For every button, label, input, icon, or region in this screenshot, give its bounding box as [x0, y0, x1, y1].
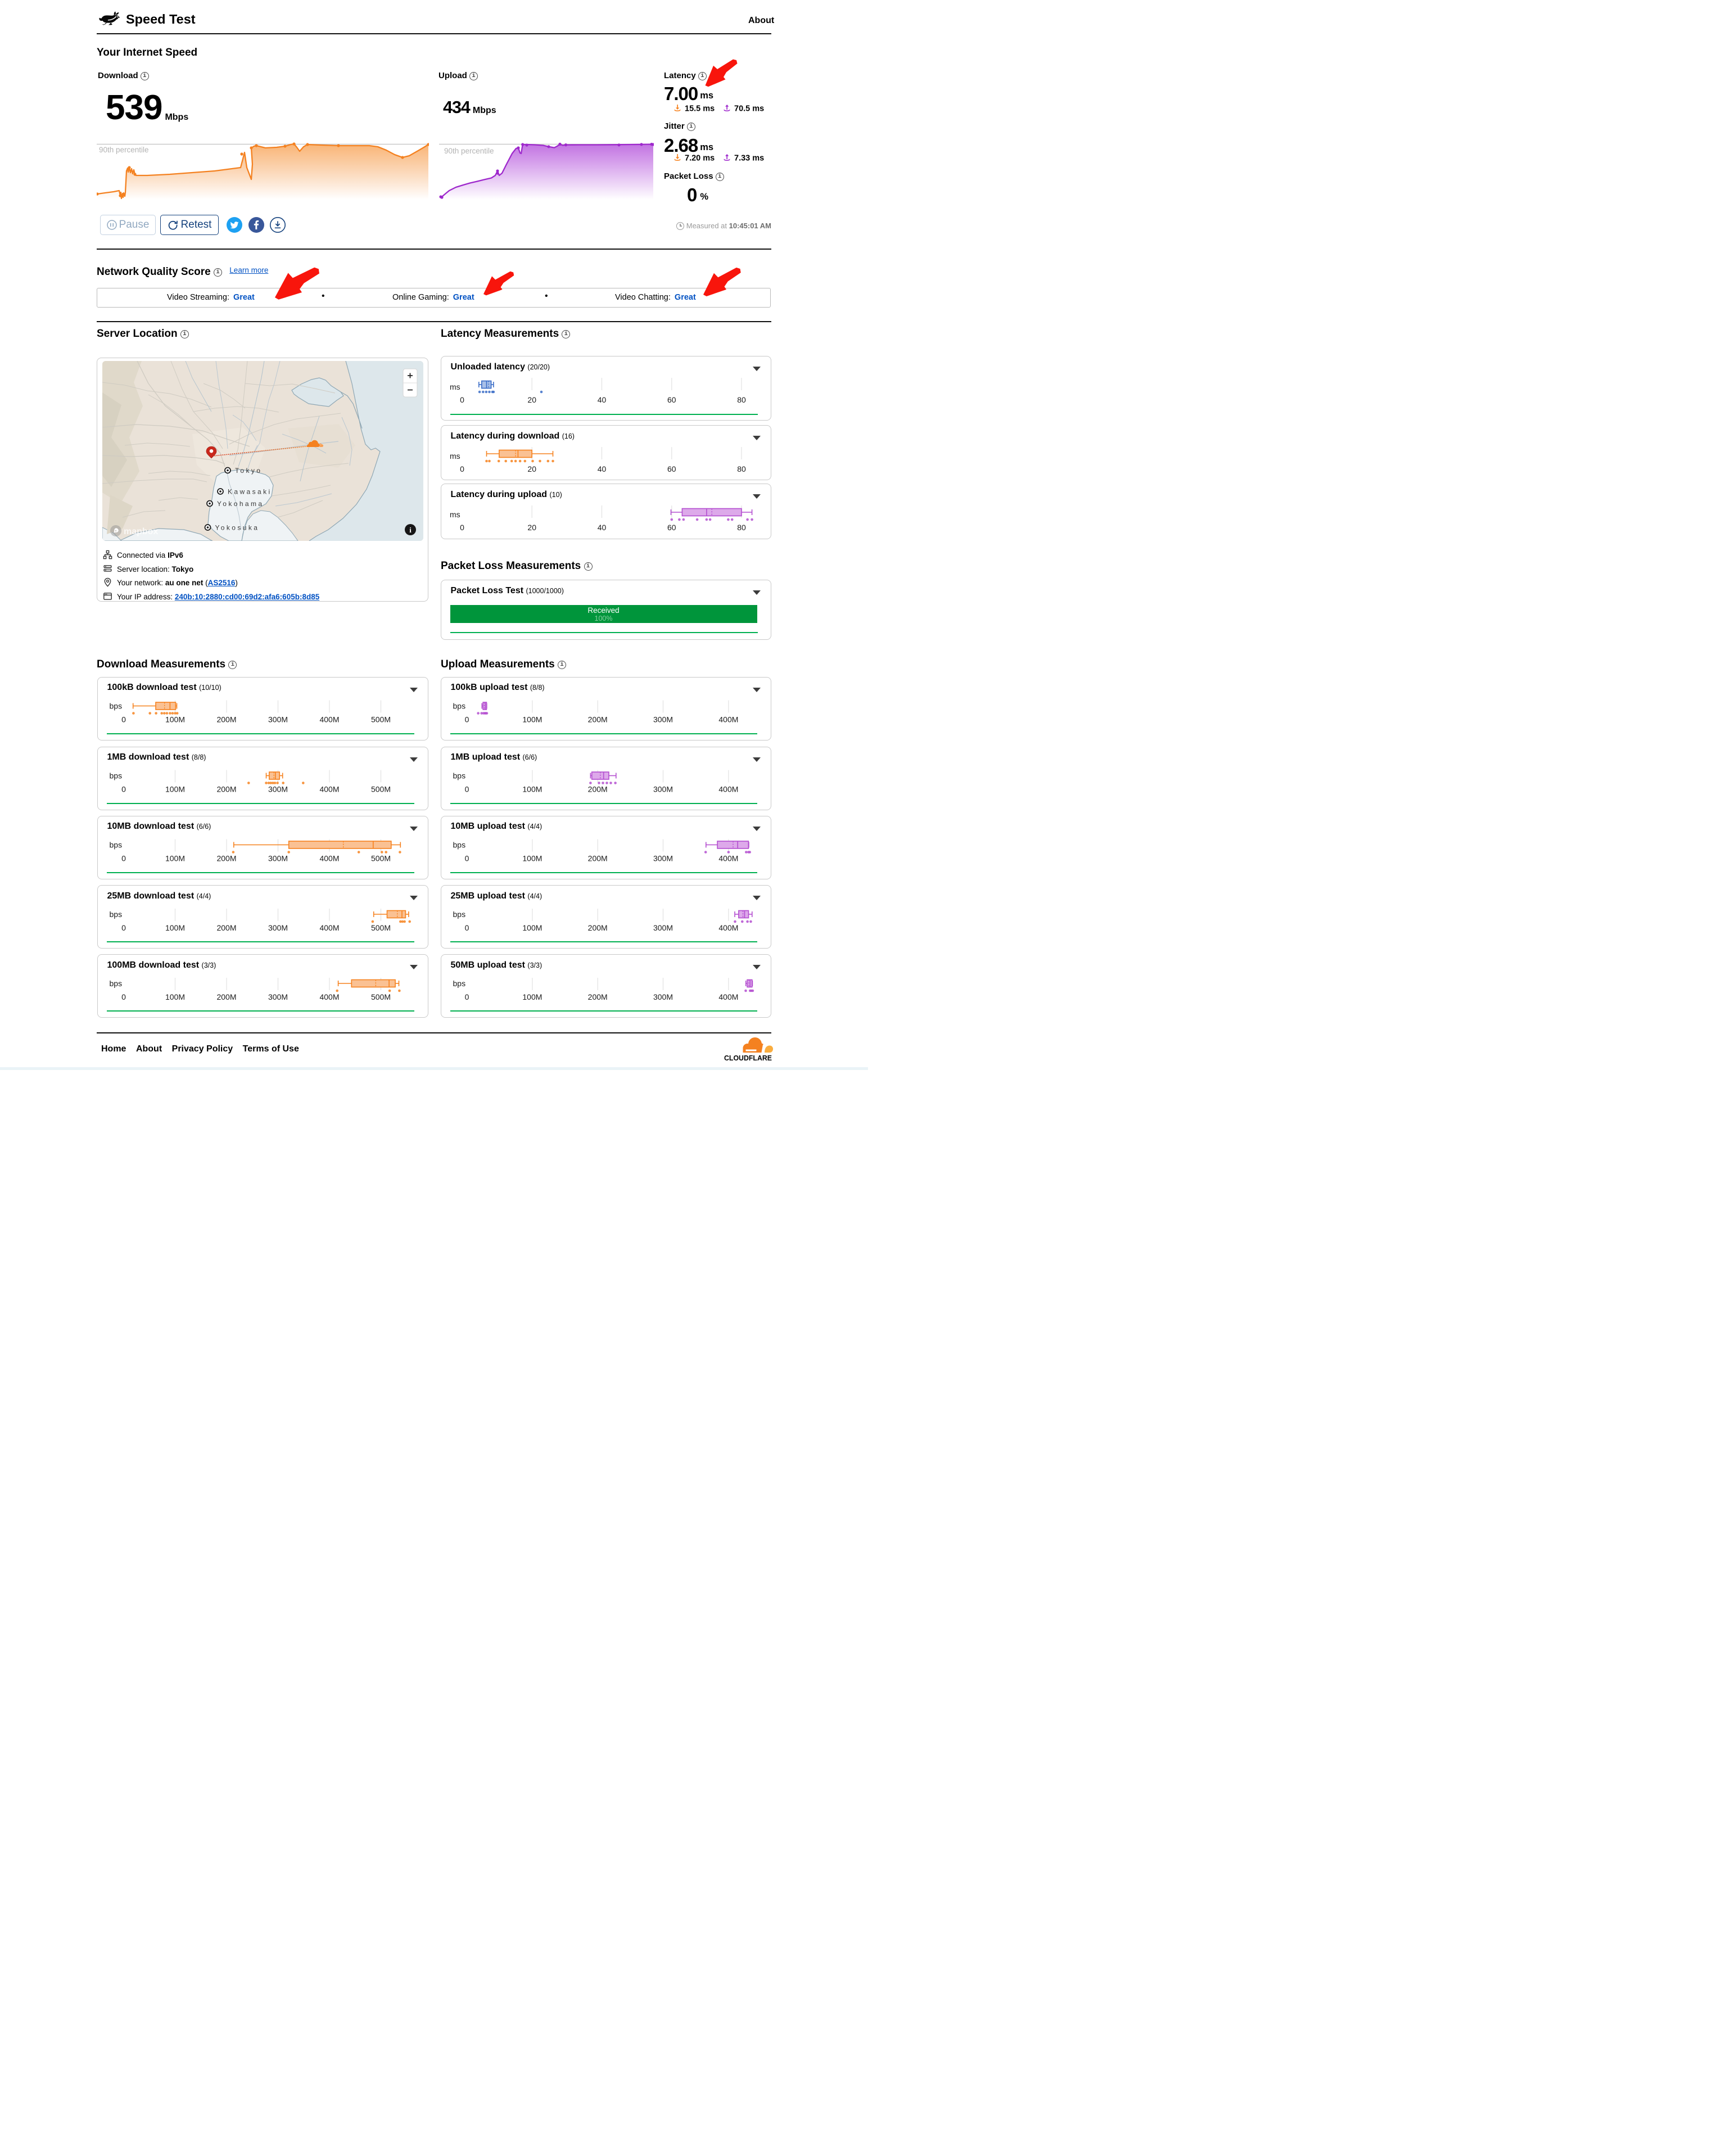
svg-text:80: 80 [737, 464, 746, 473]
svg-text:300M: 300M [653, 785, 673, 794]
svg-text:100M: 100M [522, 854, 542, 863]
svg-text:40: 40 [598, 395, 607, 404]
svg-text:Kawasaki: Kawasaki [228, 488, 272, 496]
svg-text:60: 60 [667, 523, 676, 532]
svg-text:500M: 500M [371, 923, 391, 932]
svg-text:90th percentile: 90th percentile [444, 147, 494, 155]
svg-text:bps: bps [453, 841, 466, 850]
svg-text:bps: bps [110, 841, 123, 850]
svg-text:400M: 400M [718, 715, 738, 724]
svg-text:300M: 300M [653, 854, 673, 863]
svg-text:300M: 300M [268, 785, 288, 794]
svg-text:200M: 200M [216, 715, 236, 724]
svg-text:500M: 500M [371, 854, 391, 863]
svg-text:400M: 400M [319, 992, 339, 1001]
svg-text:0: 0 [460, 464, 464, 473]
svg-text:80: 80 [737, 395, 746, 404]
svg-text:400M: 400M [718, 854, 738, 863]
svg-text:0: 0 [460, 395, 464, 404]
svg-text:bps: bps [453, 979, 466, 988]
svg-text:Tokyo: Tokyo [235, 467, 262, 475]
svg-text:100M: 100M [522, 923, 542, 932]
svg-text:60: 60 [667, 464, 676, 473]
svg-text:bps: bps [110, 910, 123, 919]
svg-text:400M: 400M [718, 923, 738, 932]
svg-text:0: 0 [465, 923, 469, 932]
svg-text:mapbox: mapbox [124, 527, 158, 536]
svg-text:300M: 300M [268, 923, 288, 932]
svg-text:bps: bps [110, 702, 123, 711]
svg-text:200M: 200M [216, 992, 236, 1001]
svg-text:400M: 400M [319, 715, 339, 724]
svg-text:200M: 200M [216, 785, 236, 794]
svg-text:40: 40 [598, 523, 607, 532]
svg-text:90th percentile: 90th percentile [99, 146, 149, 154]
svg-text:100M: 100M [165, 785, 185, 794]
svg-text:300M: 300M [653, 992, 673, 1001]
svg-text:0: 0 [121, 715, 126, 724]
svg-text:200M: 200M [216, 923, 236, 932]
svg-text:200M: 200M [216, 854, 236, 863]
svg-text:100M: 100M [165, 854, 185, 863]
svg-text:300M: 300M [653, 715, 673, 724]
svg-text:200M: 200M [588, 854, 608, 863]
svg-text:100M: 100M [522, 785, 542, 794]
svg-text:400M: 400M [718, 785, 738, 794]
svg-text:300M: 300M [653, 923, 673, 932]
svg-text:0: 0 [465, 785, 469, 794]
svg-text:100M: 100M [522, 715, 542, 724]
svg-text:bps: bps [110, 771, 123, 780]
svg-text:100M: 100M [165, 715, 185, 724]
svg-text:ms: ms [450, 382, 460, 391]
svg-text:0: 0 [460, 523, 464, 532]
svg-text:0: 0 [465, 992, 469, 1001]
svg-text:200M: 200M [588, 992, 608, 1001]
svg-text:200M: 200M [588, 785, 608, 794]
svg-text:300M: 300M [268, 715, 288, 724]
svg-text:100M: 100M [522, 992, 542, 1001]
svg-text:40: 40 [598, 464, 607, 473]
svg-text:400M: 400M [718, 992, 738, 1001]
svg-text:Yokohama: Yokohama [217, 500, 264, 508]
svg-text:0: 0 [465, 854, 469, 863]
svg-text:ms: ms [450, 510, 460, 519]
svg-text:400M: 400M [319, 923, 339, 932]
svg-text:bps: bps [453, 702, 466, 711]
svg-text:300M: 300M [268, 854, 288, 863]
svg-text:60: 60 [667, 395, 676, 404]
svg-text:20: 20 [527, 464, 536, 473]
svg-text:bps: bps [453, 910, 466, 919]
svg-text:500M: 500M [371, 715, 391, 724]
svg-text:500M: 500M [371, 785, 391, 794]
svg-text:0: 0 [465, 715, 469, 724]
svg-text:100M: 100M [165, 992, 185, 1001]
svg-text:ms: ms [450, 452, 460, 460]
svg-text:0: 0 [121, 785, 126, 794]
svg-text:20: 20 [527, 395, 536, 404]
svg-text:0: 0 [121, 854, 126, 863]
svg-text:Yokosuka: Yokosuka [215, 524, 260, 532]
svg-text:400M: 400M [319, 785, 339, 794]
svg-text:200M: 200M [588, 715, 608, 724]
svg-text:CLOUDFLARE: CLOUDFLARE [724, 1054, 772, 1062]
svg-text:500M: 500M [371, 992, 391, 1001]
svg-text:i: i [409, 526, 412, 534]
svg-text:200M: 200M [588, 923, 608, 932]
svg-text:0: 0 [121, 992, 126, 1001]
svg-text:0: 0 [121, 923, 126, 932]
svg-text:20: 20 [527, 523, 536, 532]
svg-text:300M: 300M [268, 992, 288, 1001]
svg-text:bps: bps [110, 979, 123, 988]
svg-text:bps: bps [453, 771, 466, 780]
svg-text:80: 80 [737, 523, 746, 532]
svg-text:400M: 400M [319, 854, 339, 863]
svg-text:100M: 100M [165, 923, 185, 932]
